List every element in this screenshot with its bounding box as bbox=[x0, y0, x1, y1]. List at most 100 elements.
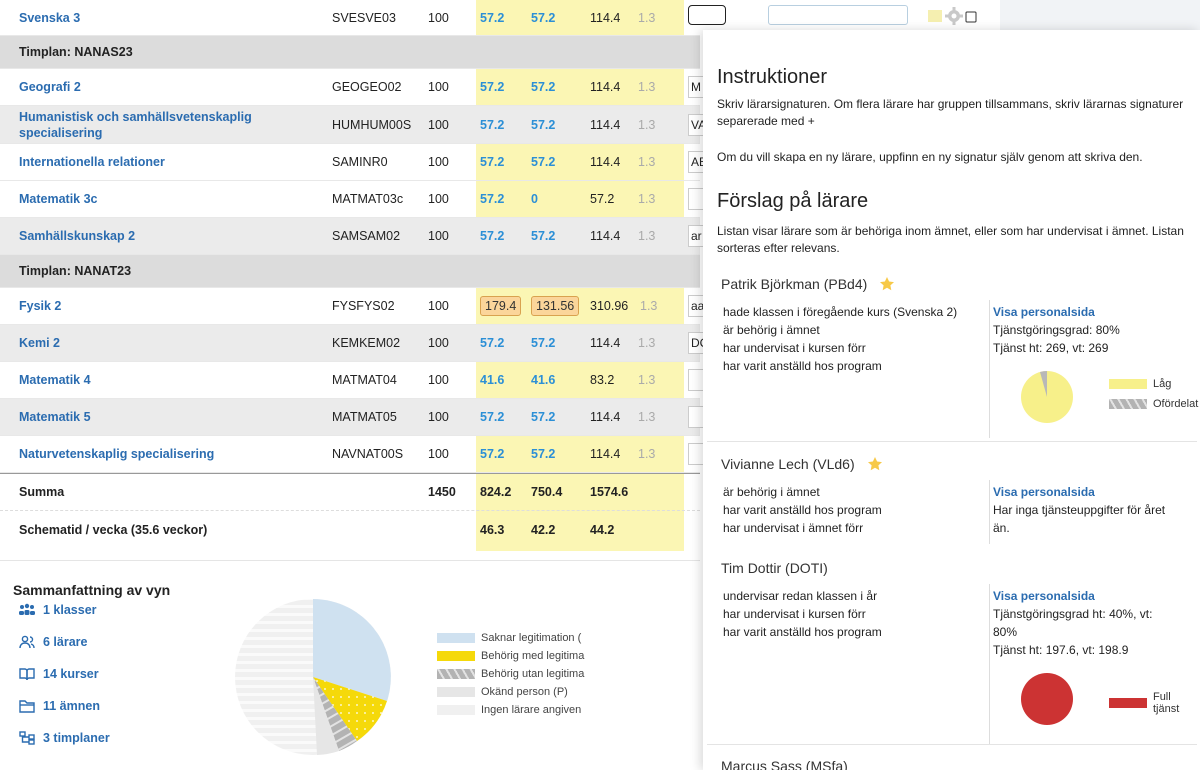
course-name-link[interactable]: Naturvetenskaplig specialisering bbox=[19, 447, 215, 461]
courses-icon bbox=[19, 668, 35, 681]
instructions-panel: Instruktioner Skriv lärarsignaturen. Om … bbox=[703, 30, 1200, 770]
summary-title: Sammanfattning av vyn bbox=[13, 582, 171, 598]
summary-link-label: 11 ämnen bbox=[43, 699, 100, 713]
teacher-reason: är behörig i ämnet bbox=[723, 323, 820, 337]
course-code: SAMSAM02 bbox=[332, 229, 401, 243]
legend-item: Saknar legitimation ( bbox=[437, 629, 587, 647]
teacher-info: än. bbox=[993, 521, 1010, 535]
value-3: 114.4 bbox=[590, 80, 621, 94]
teacher-input-active[interactable] bbox=[688, 5, 726, 25]
course-code: MATMAT04 bbox=[332, 373, 397, 387]
legend-item: Behörig utan legitima bbox=[437, 665, 587, 683]
totals-points: 1450 bbox=[428, 485, 456, 499]
instructions-text-2: Om du vill skapa en ny lärare, uppfinn e… bbox=[717, 150, 1143, 164]
course-code: MATMAT05 bbox=[332, 410, 397, 424]
table-row: Samhällskunskap 2 SAMSAM02 100 57.2 57.2… bbox=[0, 218, 708, 255]
course-name-link[interactable]: Svenska 3 bbox=[19, 10, 81, 25]
course-table: Svenska 3 SVESVE03 100 57.2 57.2 114.4 1… bbox=[0, 0, 708, 549]
teacher-card[interactable]: Vivianne Lech (VLd6) är behörig i ämnet … bbox=[707, 450, 1200, 545]
value-1: 57.2 bbox=[480, 410, 505, 424]
value-3: 114.4 bbox=[590, 229, 621, 243]
value-2: 57.2 bbox=[531, 336, 556, 350]
course-code: HUMHUM00S bbox=[332, 117, 412, 132]
totals-v1: 824.2 bbox=[480, 485, 512, 499]
value-1: 57.2 bbox=[480, 80, 505, 94]
summary-link-classes[interactable]: 1 klasser bbox=[19, 603, 97, 617]
summary-link-timeplans[interactable]: 3 timplaner bbox=[19, 731, 110, 745]
workload-pie bbox=[1021, 673, 1073, 725]
totals-label: Summa bbox=[19, 485, 65, 499]
summary-link-subjects[interactable]: 11 ämnen bbox=[19, 699, 100, 713]
view-summary: Sammanfattning av vyn 1 klasser 6 lärare… bbox=[0, 560, 700, 770]
course-name-link[interactable]: Fysik 2 bbox=[19, 299, 62, 313]
course-points: 100 bbox=[428, 299, 449, 313]
course-name-link[interactable]: Geografi 2 bbox=[19, 80, 81, 94]
course-name-link[interactable]: Matematik 4 bbox=[19, 373, 91, 387]
teacher-reason: undervisar redan klassen i år bbox=[723, 589, 878, 603]
value-4: 1.3 bbox=[638, 373, 656, 387]
value-2: 57.2 bbox=[531, 410, 556, 424]
teacher-name: Patrik Björkman (PBd4) bbox=[721, 276, 868, 292]
table-row: Matematik 3c MATMAT03c 100 57.2 0 57.2 1… bbox=[0, 181, 708, 218]
workload-pie bbox=[1021, 371, 1073, 423]
star-icon bbox=[867, 457, 882, 471]
teacher-card[interactable]: Marcus Sass (MSfa) bbox=[707, 752, 1200, 770]
teacher-reason: har undervisat i kursen förr bbox=[723, 607, 866, 621]
value-2: 57.2 bbox=[531, 229, 556, 243]
per-week-label: Schematid / vecka (35.6 veckor) bbox=[19, 523, 208, 537]
instructions-text: Skriv lärarsignaturen. Om flera lärare h… bbox=[717, 97, 1184, 128]
legend-item: Behörig med legitima bbox=[437, 647, 587, 665]
value-3: 310.96 bbox=[590, 299, 629, 313]
summary-link-label: 1 klasser bbox=[43, 603, 97, 617]
course-points: 100 bbox=[428, 447, 449, 461]
comment-field[interactable] bbox=[768, 5, 908, 25]
teacher-reason: hade klassen i föregående kurs (Svenska … bbox=[723, 305, 958, 319]
value-4: 1.3 bbox=[638, 80, 656, 94]
subjects-icon bbox=[19, 700, 35, 713]
staff-page-link[interactable]: Visa personalsida bbox=[993, 485, 1095, 499]
value-1: 57.2 bbox=[480, 192, 505, 206]
course-name-link[interactable]: Humanistisk och samhällsvetenskaplig spe… bbox=[19, 109, 252, 140]
teacher-info: Tjänst ht: 197.6, vt: 198.9 bbox=[993, 643, 1129, 657]
course-name-link[interactable]: Samhällskunskap 2 bbox=[19, 229, 136, 243]
table-row: Kemi 2 KEMKEM02 100 57.2 57.2 114.4 1.3 … bbox=[0, 325, 708, 362]
course-code: KEMKEM02 bbox=[332, 336, 401, 350]
course-name-link[interactable]: Matematik 5 bbox=[19, 410, 91, 424]
summary-legend: Saknar legitimation ( Behörig med legiti… bbox=[437, 629, 587, 719]
teacher-name: Vivianne Lech (VLd6) bbox=[721, 456, 855, 472]
gear-icon[interactable] bbox=[945, 7, 963, 25]
legend-item: Full tjänst bbox=[1109, 691, 1200, 715]
course-code: FYSFYS02 bbox=[332, 299, 395, 313]
top-right-strip bbox=[1000, 0, 1200, 30]
teacher-card[interactable]: Tim Dottir (DOTI) undervisar redan klass… bbox=[707, 554, 1200, 744]
note-icon[interactable] bbox=[928, 10, 942, 22]
teacher-info: Tjänstgöringsgrad ht: 40%, vt: bbox=[993, 607, 1153, 621]
table-row: Matematik 4 MATMAT04 100 41.6 41.6 83.2 … bbox=[0, 362, 708, 399]
staff-page-link[interactable]: Visa personalsida bbox=[993, 305, 1095, 319]
legend-item: Okänd person (P) bbox=[437, 683, 587, 701]
course-name-link[interactable]: Kemi 2 bbox=[19, 336, 60, 350]
teacher-info: Tjänst ht: 269, vt: 269 bbox=[993, 341, 1109, 355]
value-2: 57.2 bbox=[531, 155, 556, 169]
pie-slice-unknown bbox=[313, 677, 339, 755]
suggestions-title: Förslag på lärare bbox=[717, 190, 869, 212]
classes-icon bbox=[19, 603, 35, 615]
legend-item: Ingen lärare angiven bbox=[437, 701, 587, 719]
value-1: 57.2 bbox=[480, 447, 505, 461]
course-name-link[interactable]: Internationella relationer bbox=[19, 155, 165, 169]
value-3: 83.2 bbox=[590, 373, 615, 387]
summary-link-label: 3 timplaner bbox=[43, 731, 110, 745]
teacher-reason: har undervisat i ämnet förr bbox=[723, 521, 864, 535]
pie-slice-qualified-licensed bbox=[313, 677, 387, 741]
row-checkbox[interactable] bbox=[965, 11, 977, 23]
course-points: 100 bbox=[428, 80, 449, 94]
teacher-card[interactable]: Patrik Björkman (PBd4) hade klassen i fö… bbox=[707, 270, 1200, 438]
value-3: 114.4 bbox=[590, 155, 621, 169]
value-4: 1.3 bbox=[638, 447, 656, 461]
per-week-row: Schematid / vecka (35.6 veckor) 46.3 42.… bbox=[0, 511, 700, 549]
teacher-info: Tjänstgöringsgrad: 80% bbox=[993, 323, 1120, 337]
summary-link-teachers[interactable]: 6 lärare bbox=[19, 635, 87, 649]
staff-page-link[interactable]: Visa personalsida bbox=[993, 589, 1095, 603]
summary-link-courses[interactable]: 14 kurser bbox=[19, 667, 99, 681]
course-name-link[interactable]: Matematik 3c bbox=[19, 192, 98, 206]
